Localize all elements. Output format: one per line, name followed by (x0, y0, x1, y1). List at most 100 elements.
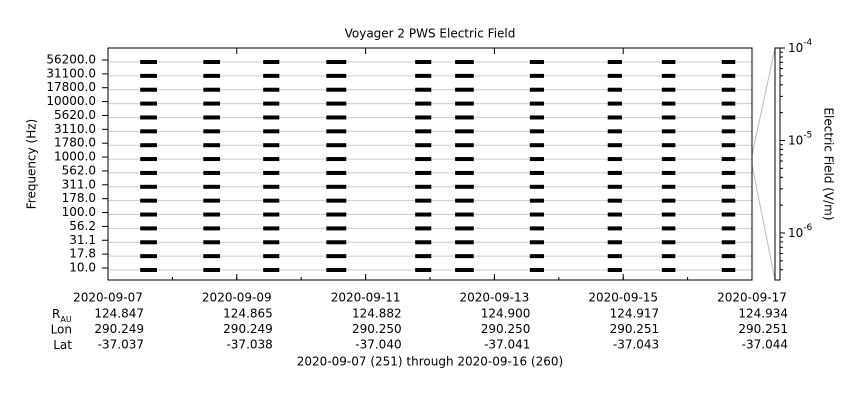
burst-segment (455, 87, 474, 92)
burst-segment (721, 115, 736, 120)
ephemeris-value: -37.040 (355, 338, 401, 352)
burst-segment (326, 115, 347, 120)
burst-segment (326, 87, 347, 92)
y-tick-label: 31100.0 (46, 66, 96, 80)
burst-segment (415, 101, 432, 106)
ephemeris-value: -37.044 (742, 338, 788, 352)
y-tick-label: 56.2 (69, 219, 96, 233)
burst-segment (263, 115, 280, 120)
burst-segment (529, 268, 544, 272)
colorbar (774, 47, 781, 281)
burst-segment (529, 212, 544, 217)
burst-segment (529, 226, 544, 231)
burst-segment (607, 115, 622, 120)
burst-segment (203, 143, 221, 148)
burst-segment (455, 184, 474, 189)
ephemeris-value: 290.249 (94, 322, 144, 336)
ephemeris-label-text: Lon (51, 322, 72, 336)
burst-segment (529, 60, 544, 64)
burst-segment (721, 268, 736, 272)
burst-segment (203, 115, 221, 120)
burst-segment (263, 73, 280, 78)
burst-segment (721, 157, 736, 162)
burst-segment (661, 184, 676, 189)
ephemeris-value: -37.038 (226, 338, 272, 352)
burst-segment (326, 254, 347, 259)
colorbar-tick-base: 10 (788, 225, 803, 239)
burst-segment (415, 157, 432, 162)
burst-segment (529, 101, 544, 106)
burst-segment (326, 73, 347, 78)
burst-segment (263, 184, 280, 189)
burst-segment (529, 115, 544, 120)
burst-segment (721, 170, 736, 175)
burst-segment (415, 129, 432, 134)
burst-segment (203, 87, 221, 92)
burst-segment (721, 87, 736, 92)
burst-segment (415, 212, 432, 217)
y-axis-label: Frequency (Hz) (25, 119, 39, 210)
burst-segment (661, 143, 676, 148)
burst-segment (263, 170, 280, 175)
burst-segment (607, 157, 622, 162)
burst-segment (415, 268, 432, 272)
x-tick-label: 2020-09-09 (202, 291, 272, 305)
burst-segment (203, 240, 221, 245)
chart-title: Voyager 2 PWS Electric Field (345, 27, 516, 41)
burst-segment (529, 184, 544, 189)
ephemeris-value: 124.865 (223, 307, 273, 321)
burst-segment (455, 143, 474, 148)
burst-segment (263, 101, 280, 106)
y-tick-label: 5620.0 (54, 108, 96, 122)
burst-segment (415, 87, 432, 92)
colorbar-connector (751, 164, 776, 281)
burst-segment (415, 198, 432, 203)
burst-segment (140, 240, 157, 245)
burst-segment (661, 115, 676, 120)
burst-segment (721, 226, 736, 231)
burst-segment (263, 129, 280, 134)
y-tick-label: 562.0 (62, 163, 96, 177)
x-tick-label: 2020-09-13 (460, 291, 530, 305)
ephemeris-label: Lat (53, 338, 72, 352)
colorbar-tick-exponent: -4 (803, 38, 812, 48)
burst-segment (529, 73, 544, 78)
burst-segment (721, 212, 736, 217)
burst-segment (263, 198, 280, 203)
burst-segment (415, 170, 432, 175)
burst-segment (263, 87, 280, 92)
burst-segment (721, 60, 736, 64)
y-tick-label: 56200.0 (46, 53, 96, 67)
y-tick-label: 3110.0 (54, 122, 96, 136)
burst-segment (203, 170, 221, 175)
burst-segment (455, 73, 474, 78)
burst-segment (607, 60, 622, 64)
burst-segment (661, 240, 676, 245)
burst-segment (140, 198, 157, 203)
burst-segment (529, 254, 544, 259)
burst-segment (263, 226, 280, 231)
burst-segment (140, 170, 157, 175)
burst-segment (721, 184, 736, 189)
burst-segment (415, 73, 432, 78)
burst-segment (203, 198, 221, 203)
ephemeris-value: 290.250 (481, 322, 531, 336)
colorbar-tick-base: 10 (788, 133, 803, 147)
burst-segment (455, 101, 474, 106)
burst-segment (203, 73, 221, 78)
burst-segment (661, 170, 676, 175)
burst-segment (415, 240, 432, 245)
burst-segment (529, 198, 544, 203)
ephemeris-value: 290.251 (738, 322, 788, 336)
burst-segment (607, 226, 622, 231)
ephemeris-value: 124.882 (352, 307, 402, 321)
colorbar-label: Electric Field (V/m) (822, 107, 836, 220)
ephemeris-value: 124.917 (610, 307, 660, 321)
burst-segment (415, 226, 432, 231)
burst-segment (455, 212, 474, 217)
burst-segment (203, 184, 221, 189)
plot-frame (107, 47, 753, 281)
burst-segment (140, 268, 157, 272)
colorbar-tick-label: 10-4 (788, 38, 813, 55)
